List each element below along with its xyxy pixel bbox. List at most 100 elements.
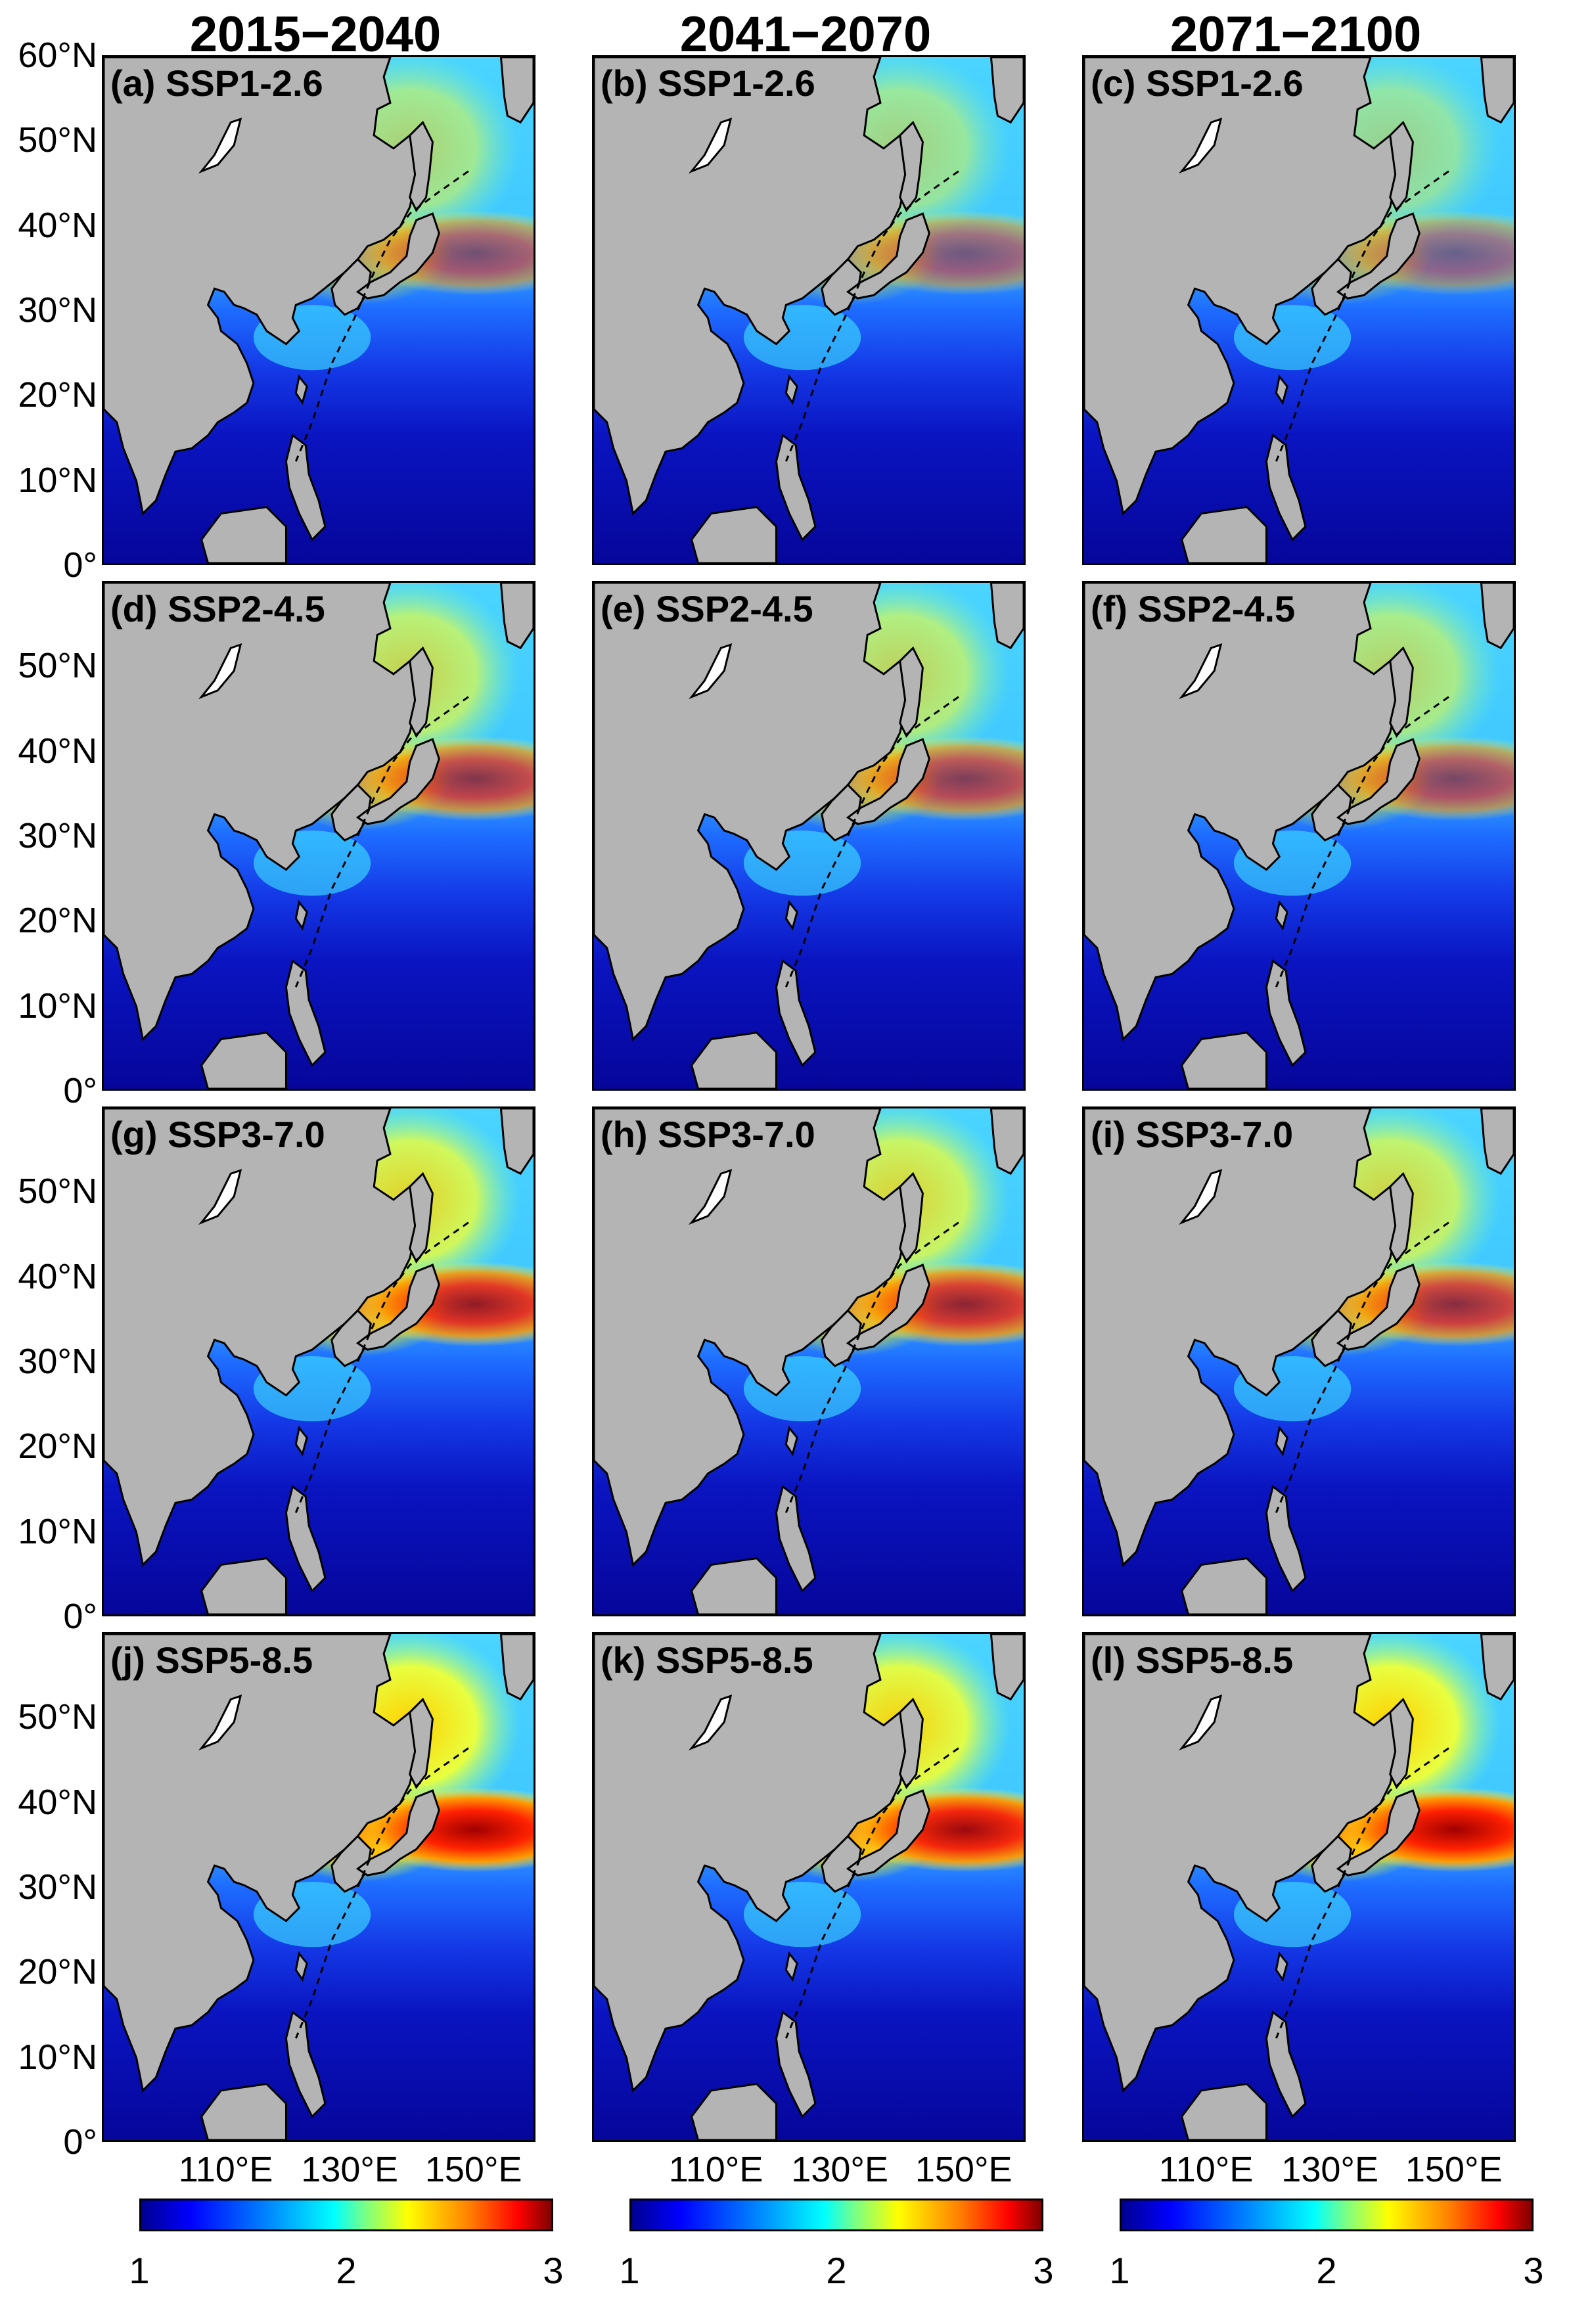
map-svg — [104, 583, 534, 1089]
kamchatka — [1480, 1634, 1514, 1701]
korean-peninsula — [1311, 783, 1352, 842]
taiwan — [294, 1425, 308, 1457]
kamchatka — [989, 583, 1024, 650]
lake-baikal — [688, 1168, 733, 1225]
kamchatka — [1480, 1108, 1514, 1175]
latitude-label: 20°N — [18, 1426, 97, 1467]
japan-islands — [355, 738, 440, 825]
japan-islands — [1336, 1264, 1421, 1351]
kamchatka-sakhalin — [899, 1697, 924, 1790]
column-title-2015-2040: 2015−2040 — [189, 7, 442, 62]
latitude-label: 30°N — [18, 1342, 97, 1381]
latitude-label: 40°N — [18, 1256, 97, 1296]
latitude-label: 0° — [63, 545, 97, 585]
kamchatka — [989, 1108, 1024, 1175]
panel-label: (j) SSP5-8.5 — [110, 1639, 313, 1681]
korean-peninsula — [821, 1309, 862, 1367]
borneo-sumatra — [691, 1557, 777, 1614]
korean-peninsula — [1311, 258, 1352, 316]
longitude-label: 150°E — [1405, 2150, 1503, 2189]
longitude-label: 110°E — [668, 2150, 763, 2189]
panel-label: (e) SSP2-4.5 — [601, 588, 813, 629]
philippines — [1265, 1484, 1307, 1593]
borneo-sumatra — [200, 2083, 287, 2140]
korean-peninsula — [821, 258, 862, 316]
map-svg — [1084, 57, 1514, 563]
map-panel: (h) SSP3-7.0 — [592, 1106, 1026, 1616]
kamchatka — [499, 57, 534, 124]
panel-label: (h) SSP3-7.0 — [601, 1114, 815, 1155]
korean-peninsula — [1311, 1309, 1352, 1367]
kamchatka-sakhalin — [409, 1172, 434, 1264]
borneo-sumatra — [691, 2083, 777, 2140]
map-svg — [594, 1108, 1024, 1614]
map-panel: (f) SSP2-4.5 — [1082, 581, 1516, 1091]
map-panel: (b) SSP1-2.6 — [592, 55, 1026, 565]
longitude-label: 110°E — [1158, 2150, 1254, 2189]
latitude-label: 50°N — [18, 120, 97, 160]
taiwan — [294, 374, 308, 405]
latitude-label: 30°N — [18, 290, 97, 330]
latitude-label: 40°N — [18, 731, 97, 771]
japan-islands — [355, 1264, 440, 1351]
colorbar-tick-label: 2 — [826, 2250, 847, 2291]
philippines — [775, 1484, 817, 1593]
colorbar — [1120, 2199, 1534, 2231]
korean-peninsula — [330, 258, 372, 316]
lake-baikal — [198, 1694, 242, 1751]
longitude-label: 130°E — [791, 2150, 888, 2189]
panel-label: (d) SSP2-4.5 — [110, 588, 325, 629]
taiwan — [785, 374, 798, 405]
korean-peninsula — [330, 1309, 372, 1367]
longitude-label: 130°E — [1281, 2150, 1378, 2189]
kamchatka-sakhalin — [409, 120, 434, 213]
taiwan — [1275, 1425, 1288, 1457]
latitude-label: 40°N — [18, 205, 97, 245]
taiwan — [785, 1951, 798, 1982]
taiwan — [1275, 900, 1288, 931]
taiwan — [294, 1951, 308, 1982]
lake-baikal — [1178, 1694, 1223, 1751]
latitude-label: 50°N — [18, 1172, 97, 1212]
latitude-label: 10°N — [18, 1511, 97, 1551]
taiwan — [1275, 1951, 1288, 1982]
plate-boundary-line — [785, 1747, 959, 2039]
philippines — [1265, 2010, 1307, 2118]
kamchatka — [989, 1634, 1024, 1701]
korean-peninsula — [1311, 1834, 1352, 1893]
lake-baikal — [1178, 1168, 1223, 1225]
taiwan — [785, 900, 798, 931]
longitude-label: 150°E — [915, 2150, 1012, 2189]
map-panel: (g) SSP3-7.0 — [102, 1106, 535, 1616]
kamchatka — [1480, 583, 1514, 650]
borneo-sumatra — [691, 506, 777, 563]
borneo-sumatra — [200, 506, 287, 563]
latitude-label: 20°N — [18, 375, 97, 415]
kamchatka — [989, 57, 1024, 124]
panel-label: (g) SSP3-7.0 — [110, 1114, 325, 1155]
korean-peninsula — [330, 783, 372, 842]
panel-label: (b) SSP1-2.6 — [601, 62, 815, 104]
kamchatka — [1480, 57, 1514, 124]
latitude-label: 20°N — [18, 901, 97, 941]
column-title-2071-2100: 2071−2100 — [1170, 7, 1422, 62]
japan-islands — [846, 212, 930, 300]
kamchatka-sakhalin — [1389, 1172, 1414, 1264]
map-panel: (i) SSP3-7.0 — [1082, 1106, 1516, 1616]
map-svg — [1084, 583, 1514, 1089]
kamchatka-sakhalin — [1389, 646, 1414, 739]
panel-label: (k) SSP5-8.5 — [601, 1639, 813, 1681]
colorbar-tick-label: 3 — [1033, 2250, 1054, 2291]
colorbar-tick-label: 2 — [336, 2250, 357, 2291]
plate-boundary-line — [785, 170, 959, 462]
taiwan — [1275, 374, 1288, 405]
map-svg — [104, 57, 534, 563]
column-title-2041-2070: 2041−2070 — [679, 7, 932, 62]
map-svg — [1084, 1634, 1514, 2140]
latitude-label: 50°N — [18, 1697, 97, 1737]
borneo-sumatra — [691, 1032, 777, 1089]
lake-baikal — [688, 643, 733, 700]
longitude-label: 130°E — [301, 2150, 398, 2189]
map-panel: (e) SSP2-4.5 — [592, 581, 1026, 1091]
kamchatka-sakhalin — [1389, 120, 1414, 213]
